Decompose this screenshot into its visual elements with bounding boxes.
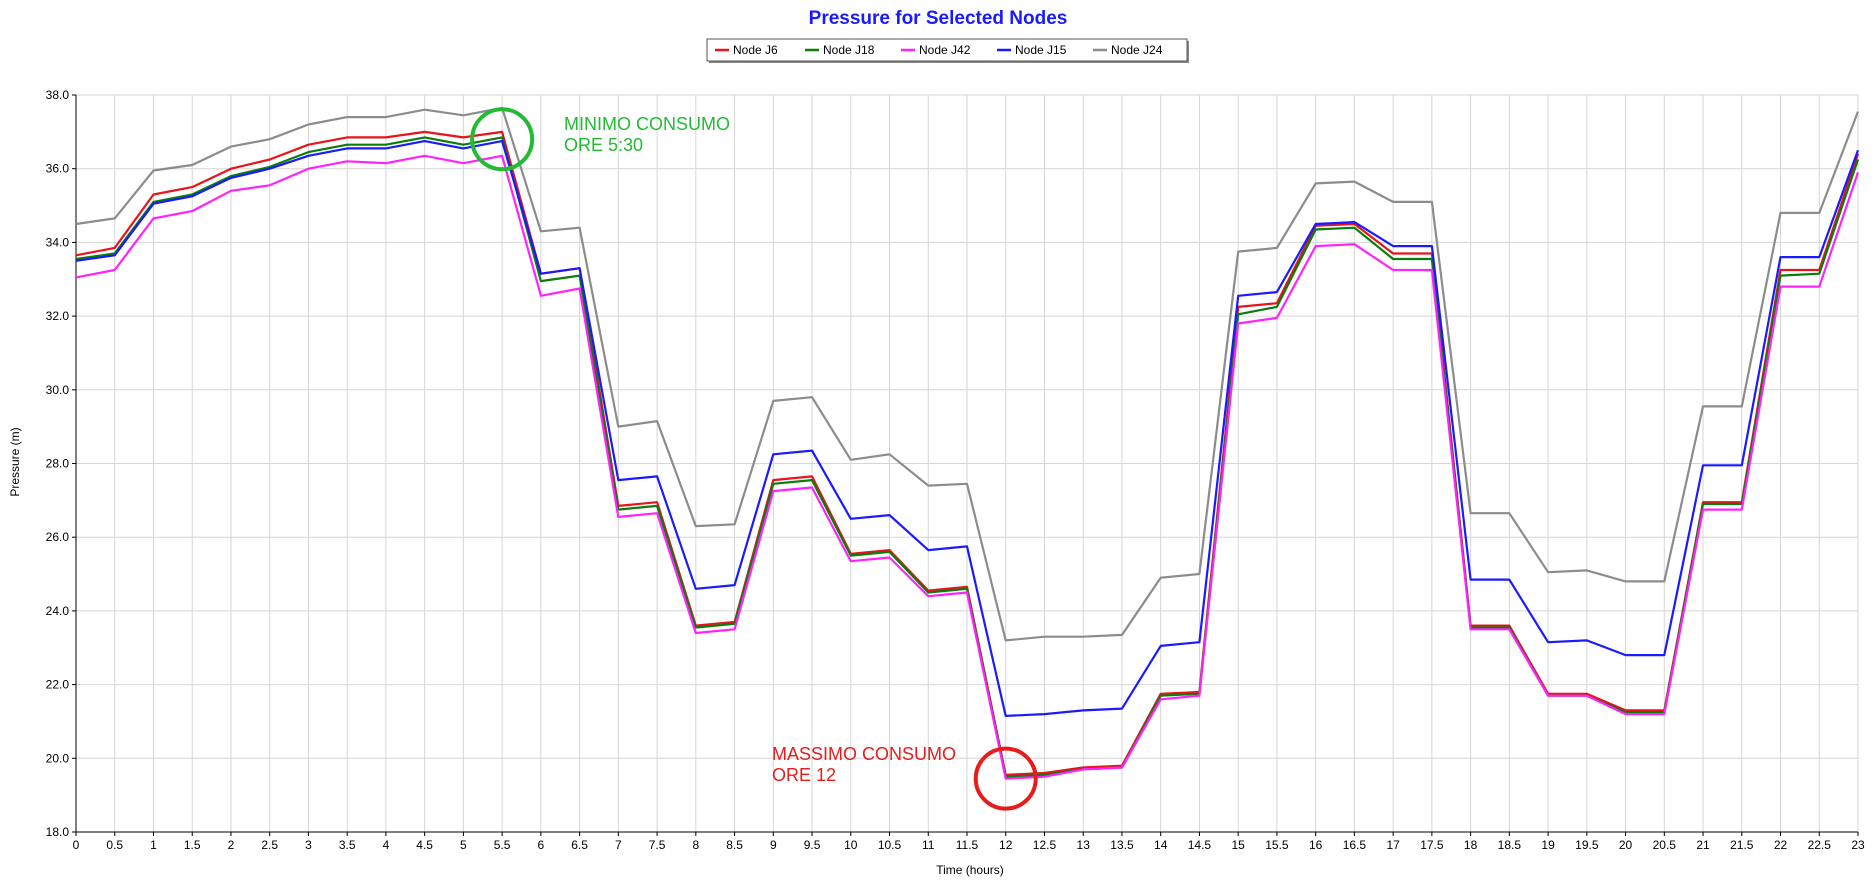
x-tick-label: 10 bbox=[844, 838, 858, 852]
y-tick-label: 34.0 bbox=[46, 235, 70, 249]
x-tick-label: 3 bbox=[305, 838, 312, 852]
x-tick-label: 1 bbox=[150, 838, 157, 852]
x-tick-label: 8.5 bbox=[726, 838, 743, 852]
series-line-node-j6 bbox=[75, 130, 1860, 777]
x-tick-label: 11.5 bbox=[956, 838, 979, 852]
x-tick-label: 17.5 bbox=[1420, 838, 1444, 852]
x-tick-label: 7.5 bbox=[649, 838, 666, 852]
y-tick-label: 38.0 bbox=[46, 88, 70, 102]
x-tick-label: 19 bbox=[1541, 838, 1555, 852]
x-tick-label: 18 bbox=[1464, 838, 1478, 852]
x-tick-labels: 0 0.5 1 1.5 2 2.5 3 3.5 4 4.5 5 5.5 6 6.5 7 7.5 8 8.5 9 9.5… bbox=[73, 838, 1865, 852]
legend-label: Node J15 bbox=[1015, 43, 1067, 57]
x-tick-label: 6 bbox=[538, 838, 545, 852]
y-axis-label: Pressure (m) bbox=[8, 427, 22, 496]
legend-label: Node J24 bbox=[1111, 43, 1163, 57]
x-tick-label: 22 bbox=[1774, 838, 1788, 852]
axes bbox=[72, 94, 1859, 836]
x-tick-label: 17 bbox=[1386, 838, 1400, 852]
x-tick-label: 4.5 bbox=[416, 838, 433, 852]
x-tick-label: 16 bbox=[1309, 838, 1323, 852]
x-tick-label: 19.5 bbox=[1575, 838, 1599, 852]
legend: Node J6 Node J18 Node J42 Node J15 Node J24 bbox=[706, 38, 1189, 63]
x-tick-label: 7 bbox=[615, 838, 622, 852]
x-tick-label: 2.5 bbox=[261, 838, 278, 852]
x-tick-label: 0.5 bbox=[106, 838, 123, 852]
y-tick-labels: 18.0 20.0 22.0 24.0 26.0 28.0 30.0 32.0 34.0 36.0… bbox=[46, 88, 70, 839]
x-tick-label: 12 bbox=[999, 838, 1013, 852]
annotation-circle-minimo bbox=[470, 107, 535, 172]
x-tick-label: 15.5 bbox=[1265, 838, 1289, 852]
x-tick-label: 14.5 bbox=[1188, 838, 1212, 852]
x-tick-label: 5.5 bbox=[494, 838, 511, 852]
x-tick-label: 1.5 bbox=[184, 838, 201, 852]
legend-label: Node J42 bbox=[919, 43, 971, 57]
x-tick-label: 18.5 bbox=[1498, 838, 1522, 852]
annotation-line: MASSIMO CONSUMO bbox=[772, 744, 956, 764]
grid bbox=[75, 94, 1859, 833]
x-tick-label: 9.5 bbox=[804, 838, 821, 852]
x-tick-label: 15 bbox=[1231, 838, 1245, 852]
x-tick-label: 2 bbox=[228, 838, 235, 852]
x-tick-label: 0 bbox=[73, 838, 80, 852]
annotation-text-massimo: MASSIMO CONSUMO ORE 12 bbox=[772, 744, 956, 785]
x-tick-label: 3.5 bbox=[339, 838, 356, 852]
x-tick-label: 14 bbox=[1154, 838, 1168, 852]
x-tick-label: 10.5 bbox=[878, 838, 902, 852]
x-axis-label: Time (hours) bbox=[936, 863, 1004, 877]
series-line-node-j15 bbox=[75, 140, 1860, 718]
legend-box bbox=[706, 38, 1188, 62]
x-tick-label: 11 bbox=[922, 838, 935, 852]
y-tick-label: 30.0 bbox=[46, 383, 70, 397]
x-tick-label: 20 bbox=[1619, 838, 1633, 852]
x-tick-label: 16.5 bbox=[1343, 838, 1367, 852]
x-tick-label: 5 bbox=[460, 838, 467, 852]
annotation-text-minimo: MINIMO CONSUMO ORE 5:30 bbox=[564, 114, 730, 155]
y-tick-label: 26.0 bbox=[46, 530, 70, 544]
legend-label: Node J18 bbox=[823, 43, 875, 57]
x-tick-label: 9 bbox=[770, 838, 777, 852]
x-tick-label: 8 bbox=[692, 838, 699, 852]
series-line-node-j24 bbox=[75, 106, 1860, 642]
x-tick-label: 13.5 bbox=[1110, 838, 1134, 852]
y-tick-label: 24.0 bbox=[46, 604, 70, 618]
y-tick-label: 28.0 bbox=[46, 457, 70, 471]
y-tick-label: 18.0 bbox=[46, 825, 70, 839]
y-tick-label: 32.0 bbox=[46, 309, 70, 323]
x-tick-label: 12.5 bbox=[1033, 838, 1057, 852]
annotation-line: ORE 12 bbox=[772, 765, 836, 785]
x-tick-label: 20.5 bbox=[1653, 838, 1677, 852]
annotation-circle-massimo bbox=[973, 746, 1038, 811]
chart-title: Pressure for Selected Nodes bbox=[809, 8, 1068, 29]
x-tick-label: 6.5 bbox=[571, 838, 588, 852]
y-tick-label: 20.0 bbox=[46, 751, 70, 765]
series-lines bbox=[75, 106, 1860, 780]
x-tick-label: 22.5 bbox=[1808, 838, 1832, 852]
series-line-node-j42 bbox=[75, 154, 1860, 780]
x-tick-label: 23 bbox=[1851, 838, 1865, 852]
x-tick-label: 21 bbox=[1696, 838, 1710, 852]
x-tick-label: 4 bbox=[383, 838, 390, 852]
annotation-line: MINIMO CONSUMO bbox=[564, 114, 730, 134]
legend-label: Node J6 bbox=[733, 43, 778, 57]
x-tick-label: 21.5 bbox=[1730, 838, 1754, 852]
x-tick-label: 13 bbox=[1077, 838, 1091, 852]
y-tick-label: 22.0 bbox=[46, 678, 70, 692]
annotation-line: ORE 5:30 bbox=[564, 135, 643, 155]
y-tick-label: 36.0 bbox=[46, 162, 70, 176]
